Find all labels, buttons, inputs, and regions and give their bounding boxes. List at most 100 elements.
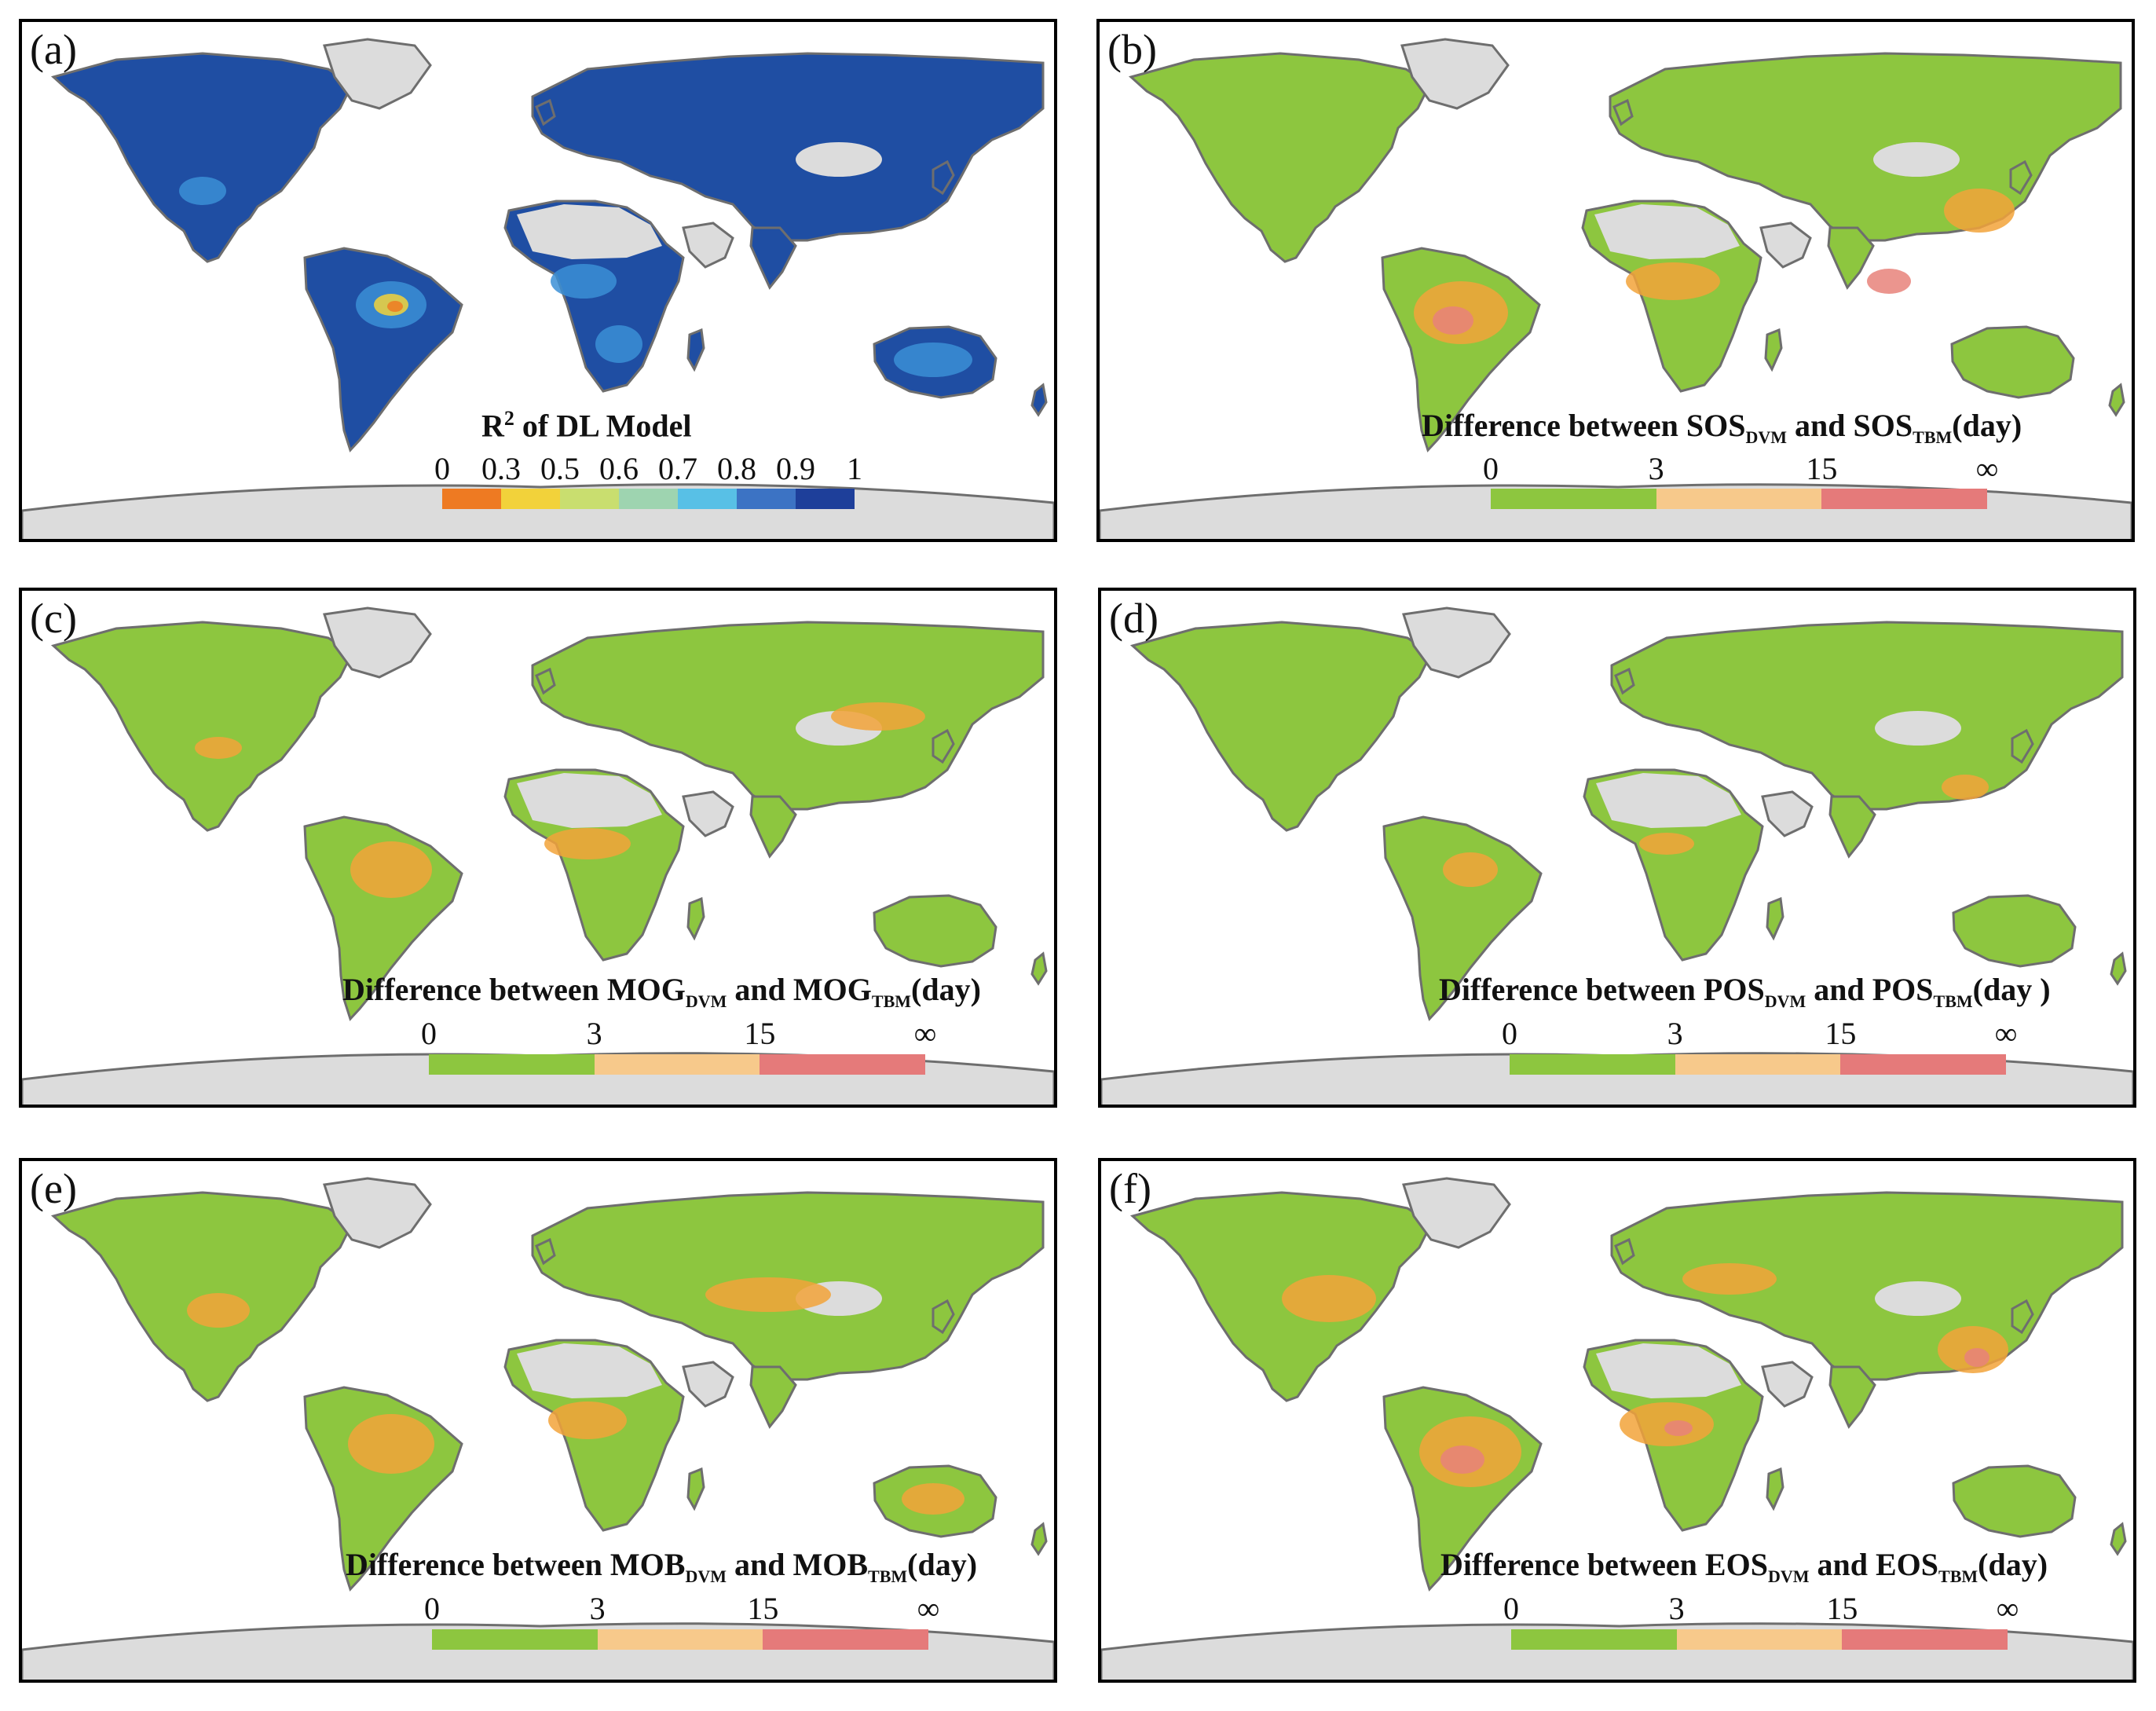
north-america-landmass xyxy=(1128,52,1431,263)
arabia-landmass xyxy=(1761,1361,1814,1408)
map-panel-e: (e) Difference between MOBDVM and MOBTBM… xyxy=(19,1158,1057,1683)
new-zealand-landmass xyxy=(2110,951,2127,986)
madagascar-landmass xyxy=(686,896,705,941)
greenland-landmass xyxy=(323,606,432,679)
new-zealand-landmass xyxy=(1030,383,1048,417)
arabia-landmass xyxy=(1759,222,1812,269)
legend-ticks: 0 3 15 ∞ xyxy=(1483,450,1998,488)
legend-tick: 3 xyxy=(1667,1016,1683,1051)
world-map xyxy=(22,1177,1054,1680)
panel-label: (a) xyxy=(30,26,77,73)
legend-swatch xyxy=(1511,1629,1677,1650)
uk-landmass xyxy=(535,1237,556,1266)
legend-swatch xyxy=(619,489,678,509)
world-map xyxy=(1100,38,2132,539)
india-landmass xyxy=(749,1365,797,1429)
legend-tick: 0 xyxy=(421,1016,437,1051)
map-panel-f: (f) Difference between EOSDVM and EOSTBM… xyxy=(1098,1158,2136,1683)
difference-patch xyxy=(894,343,972,377)
legend-swatch xyxy=(1656,489,1822,509)
south-america-landmass xyxy=(1382,815,1543,1021)
difference-patch xyxy=(387,301,403,312)
japan-landmass xyxy=(2011,728,2034,764)
australia-landmass xyxy=(1952,894,2077,968)
legend-tick: 3 xyxy=(586,1016,602,1051)
legend-swatch xyxy=(432,1629,598,1650)
difference-patch xyxy=(1867,269,1911,294)
panel-label: (f) xyxy=(1109,1165,1151,1212)
north-america-landmass xyxy=(50,621,353,832)
japan-landmass xyxy=(932,159,955,196)
panel-label: (e) xyxy=(30,1165,77,1212)
legend-swatch xyxy=(678,489,737,509)
legend-ticks: 0 0.3 0.5 0.6 0.7 0.8 0.9 1 xyxy=(434,450,862,488)
difference-patch xyxy=(1440,1445,1484,1474)
legend-colorbar xyxy=(442,489,855,509)
legend-swatch xyxy=(594,1054,760,1075)
difference-patch xyxy=(1626,262,1720,300)
legend-title: Difference between POSDVM and POSTBM(day… xyxy=(1439,972,2051,1011)
difference-patch xyxy=(1639,833,1694,855)
japan-landmass xyxy=(932,1299,955,1335)
difference-patch xyxy=(705,1277,831,1312)
panel-label: (b) xyxy=(1107,26,1157,73)
europe-asia-landmass xyxy=(531,52,1045,242)
sahara-desert xyxy=(517,773,662,828)
legend-swatch xyxy=(560,489,619,509)
legend-tick: 15 xyxy=(747,1591,779,1626)
legend-tick: 0.8 xyxy=(717,451,756,486)
legend-swatch xyxy=(1842,1629,2008,1650)
landmasses xyxy=(1101,1177,2133,1680)
legend-tick: 1 xyxy=(847,451,862,486)
greenland-landmass xyxy=(1402,606,1511,679)
legend-tick: 0.9 xyxy=(776,451,815,486)
legend-swatch xyxy=(429,1054,595,1075)
legend-ticks: 0 3 15 ∞ xyxy=(1502,1015,2017,1053)
madagascar-landmass xyxy=(686,1467,705,1511)
legend-colorbar xyxy=(432,1629,929,1650)
arabia-landmass xyxy=(682,222,734,269)
legend-tick: 0.7 xyxy=(658,451,697,486)
legend-colorbar xyxy=(429,1054,926,1075)
difference-patch xyxy=(1433,306,1473,335)
new-zealand-landmass xyxy=(1030,951,1048,986)
legend-swatch xyxy=(501,489,560,509)
uk-landmass xyxy=(1614,1237,1635,1266)
legend-tick: ∞ xyxy=(1994,1016,2018,1051)
sahara-desert xyxy=(1596,773,1741,828)
landmasses xyxy=(22,1177,1054,1680)
japan-landmass xyxy=(2009,159,2033,196)
madagascar-landmass xyxy=(1764,328,1783,372)
japan-landmass xyxy=(932,728,955,764)
legend-title: Difference between MOBDVM and MOBTBM(day… xyxy=(346,1547,978,1586)
legend-title: Difference between EOSDVM and EOSTBM(day… xyxy=(1440,1547,2048,1586)
arabia-landmass xyxy=(1761,790,1814,837)
europe-asia-landmass xyxy=(531,621,1045,811)
difference-patch xyxy=(348,1414,434,1474)
legend-tick: 0.6 xyxy=(599,451,639,486)
difference-patch xyxy=(1443,852,1498,887)
map-panel-b: (b) Difference between SOSDVM and SOSTBM… xyxy=(1096,19,2135,542)
uk-landmass xyxy=(1612,98,1634,126)
uk-landmass xyxy=(535,98,556,126)
japan-landmass xyxy=(2011,1299,2034,1335)
legend-ticks: 0 3 15 ∞ xyxy=(421,1015,936,1053)
gobi-desert xyxy=(1873,142,1960,177)
madagascar-landmass xyxy=(686,328,705,372)
legend-tick: ∞ xyxy=(1975,451,1999,486)
gobi-desert xyxy=(1875,1281,1961,1316)
arabia-landmass xyxy=(682,1361,734,1408)
legend-swatch xyxy=(1840,1054,2007,1075)
legend-swatch xyxy=(1510,1054,1675,1075)
india-landmass xyxy=(1828,1365,1876,1429)
sahara-desert xyxy=(1596,1343,1741,1398)
australia-landmass xyxy=(1950,325,2075,399)
difference-patch xyxy=(179,177,226,205)
difference-patch xyxy=(595,325,642,363)
south-america-landmass xyxy=(303,247,463,452)
legend-tick: 0 xyxy=(1503,1591,1519,1626)
legend-tick: 0.3 xyxy=(481,451,521,486)
legend-swatch xyxy=(1676,1629,1843,1650)
legend-title: R2 of DL Model xyxy=(481,407,692,444)
landmasses xyxy=(1100,38,2132,539)
